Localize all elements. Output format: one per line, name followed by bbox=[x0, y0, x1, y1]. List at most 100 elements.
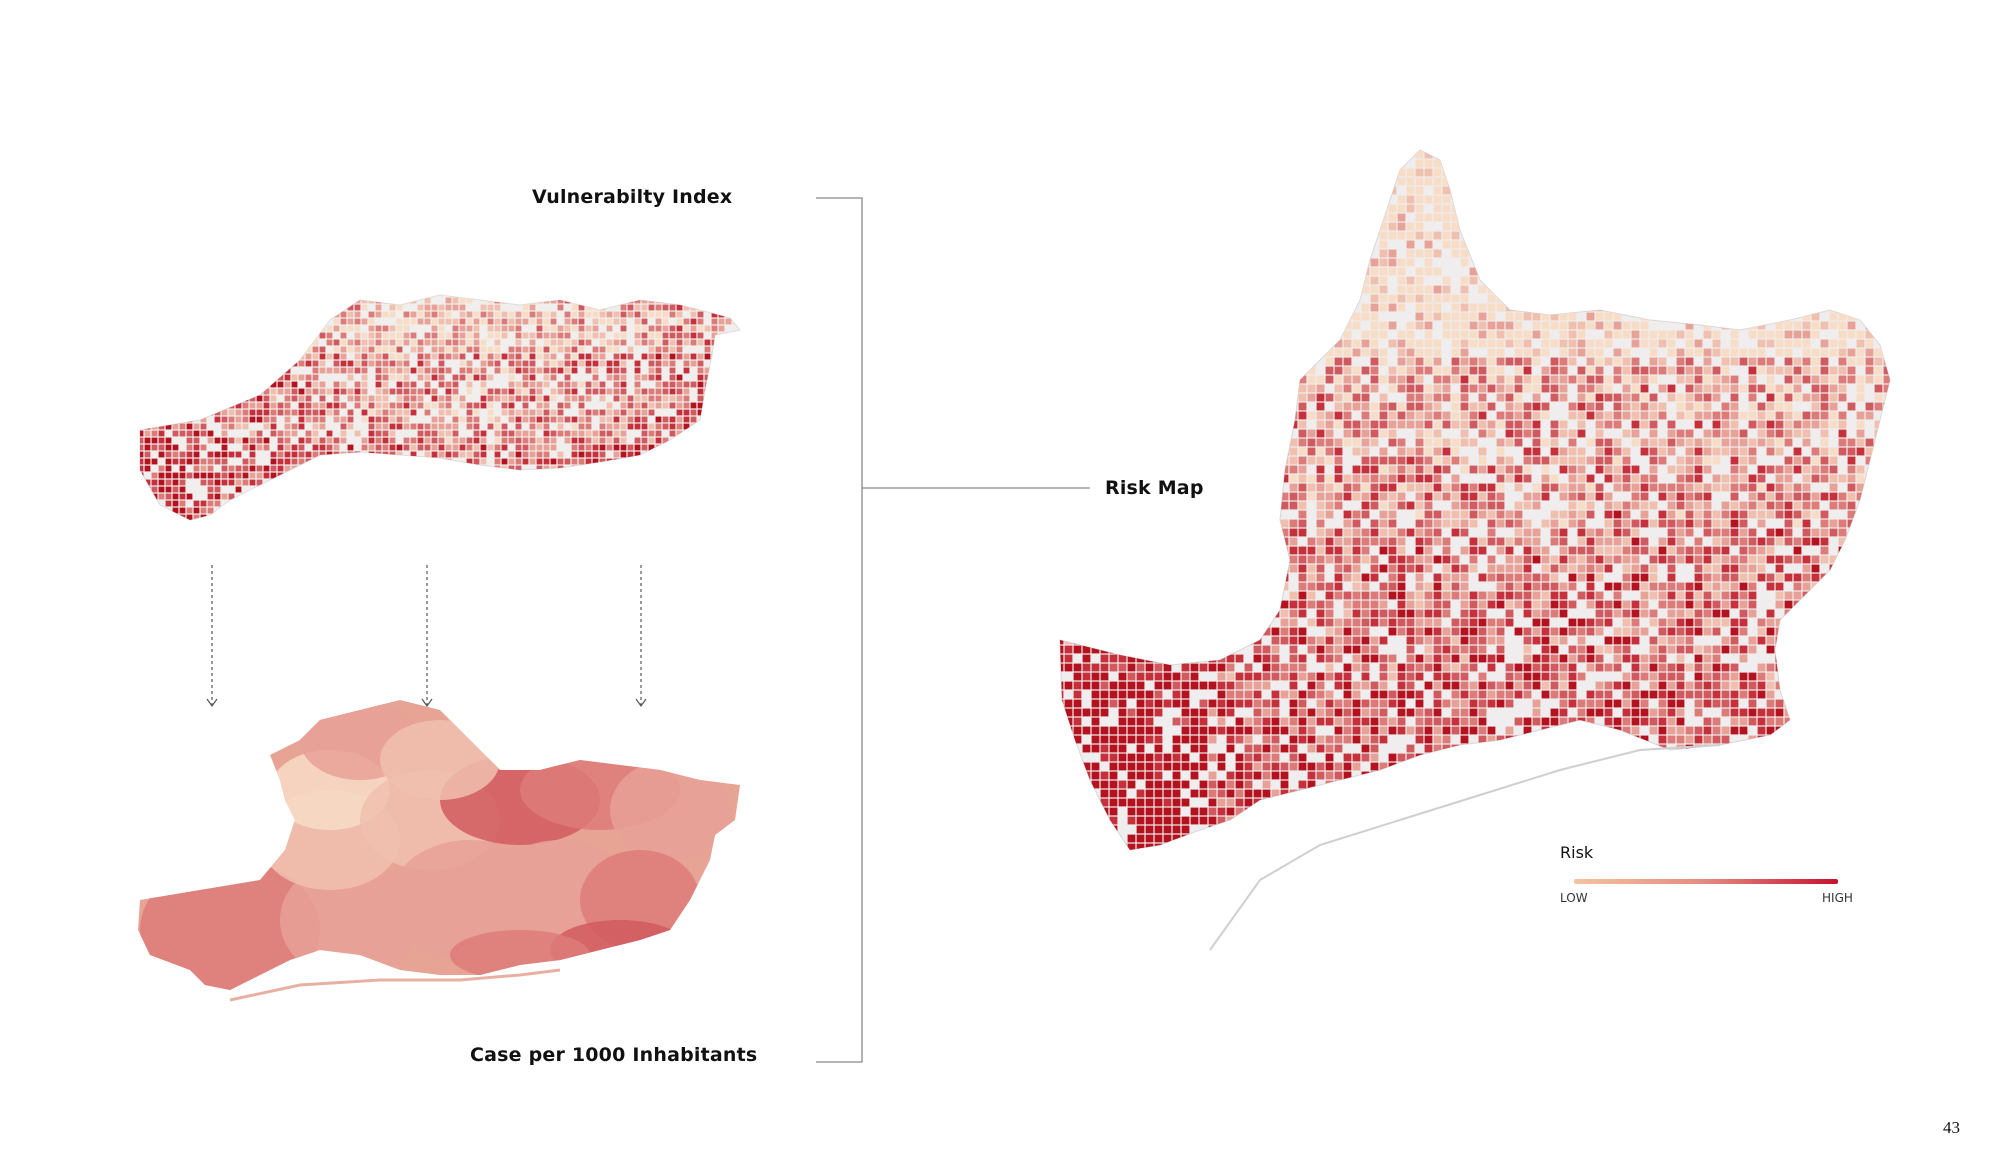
map-cell bbox=[270, 451, 277, 458]
map-cell bbox=[459, 507, 466, 514]
map-cell bbox=[683, 367, 690, 374]
map-cell bbox=[340, 388, 347, 395]
map-cell bbox=[242, 507, 249, 514]
map-cell bbox=[172, 507, 179, 514]
map-cell bbox=[662, 325, 669, 332]
map-cell bbox=[1109, 438, 1118, 447]
map-cell bbox=[1154, 240, 1163, 249]
map-cell bbox=[1343, 249, 1352, 258]
map-cell bbox=[152, 522, 158, 528]
map-cell bbox=[249, 346, 256, 353]
map-cell bbox=[1226, 402, 1235, 411]
map-cell bbox=[494, 304, 501, 311]
map-cell bbox=[1694, 402, 1703, 411]
map-cell bbox=[739, 318, 740, 325]
map-cell bbox=[1370, 429, 1379, 438]
map-cell bbox=[140, 451, 144, 458]
map-cell bbox=[1370, 357, 1379, 366]
map-cell bbox=[1703, 213, 1712, 222]
map-cell bbox=[340, 402, 347, 409]
map-cell bbox=[641, 430, 648, 437]
map-cell bbox=[1856, 159, 1865, 168]
map-cell bbox=[1514, 375, 1523, 384]
map-cell bbox=[1883, 150, 1890, 159]
map-cell bbox=[711, 295, 718, 297]
map-cell bbox=[585, 451, 592, 458]
map-cell bbox=[1199, 294, 1208, 303]
map-cell bbox=[529, 451, 536, 458]
map-cell bbox=[704, 493, 711, 500]
map-cell bbox=[172, 318, 179, 325]
map-cell bbox=[1226, 330, 1235, 339]
map-cell bbox=[1325, 240, 1334, 249]
map-cell bbox=[676, 304, 683, 311]
map-cell bbox=[1640, 321, 1649, 330]
map-cell bbox=[200, 458, 207, 465]
map-cell bbox=[1253, 438, 1262, 447]
map-cell bbox=[158, 346, 165, 353]
map-cell bbox=[1532, 420, 1541, 429]
map-cell bbox=[669, 367, 676, 374]
map-cell bbox=[515, 507, 522, 514]
map-cell bbox=[1181, 276, 1190, 285]
map-cell bbox=[140, 472, 144, 479]
map-cell bbox=[1893, 394, 1901, 402]
map-cell bbox=[1820, 357, 1829, 366]
map-cell bbox=[571, 430, 578, 437]
map-cell bbox=[312, 381, 319, 388]
map-cell bbox=[1082, 366, 1091, 375]
map-cell bbox=[592, 409, 599, 416]
map-cell bbox=[718, 353, 725, 360]
map-cell bbox=[1595, 204, 1604, 213]
map-cell bbox=[697, 297, 704, 304]
map-cell bbox=[1487, 366, 1496, 375]
map-cell bbox=[1370, 366, 1379, 375]
map-cell bbox=[655, 437, 662, 444]
map-cell bbox=[585, 304, 592, 311]
map-cell bbox=[1604, 312, 1613, 321]
map-cell bbox=[1730, 294, 1739, 303]
map-cell bbox=[1244, 438, 1253, 447]
map-cell bbox=[431, 304, 438, 311]
map-cell bbox=[1343, 420, 1352, 429]
map-cell bbox=[459, 444, 466, 451]
map-cell bbox=[165, 339, 172, 346]
map-cell bbox=[1298, 222, 1307, 231]
map-cell bbox=[690, 465, 697, 472]
map-cell bbox=[1469, 204, 1478, 213]
map-cell bbox=[1865, 222, 1874, 231]
map-cell bbox=[1893, 277, 1901, 285]
map-cell bbox=[1154, 294, 1163, 303]
map-cell bbox=[1060, 348, 1064, 357]
map-cell bbox=[131, 375, 137, 381]
map-cell bbox=[1586, 294, 1595, 303]
map-cell bbox=[375, 451, 382, 458]
map-cell bbox=[270, 297, 277, 304]
map-cell bbox=[1721, 204, 1730, 213]
map-cell bbox=[1091, 177, 1100, 186]
map-cell bbox=[179, 479, 186, 486]
map-cell bbox=[487, 295, 494, 297]
map-cell bbox=[158, 311, 165, 318]
map-cell bbox=[1199, 420, 1208, 429]
cases-coastline bbox=[229, 968, 561, 1002]
map-cell bbox=[214, 311, 221, 318]
map-cell bbox=[1622, 267, 1631, 276]
map-cell bbox=[1163, 339, 1172, 348]
map-cell bbox=[333, 360, 340, 367]
map-cell bbox=[655, 507, 662, 514]
map-cell bbox=[1793, 204, 1802, 213]
map-cell bbox=[1190, 231, 1199, 240]
map-cell bbox=[368, 409, 375, 416]
map-cell bbox=[1280, 384, 1289, 393]
map-cell bbox=[165, 465, 172, 472]
map-cell bbox=[277, 493, 284, 500]
map-cell bbox=[1613, 231, 1622, 240]
map-cell bbox=[1172, 303, 1181, 312]
map-cell bbox=[662, 339, 669, 346]
map-cell bbox=[1388, 222, 1397, 231]
map-cell bbox=[1307, 366, 1316, 375]
map-cell bbox=[249, 416, 256, 423]
map-cell bbox=[1442, 231, 1451, 240]
map-cell bbox=[1640, 159, 1649, 168]
